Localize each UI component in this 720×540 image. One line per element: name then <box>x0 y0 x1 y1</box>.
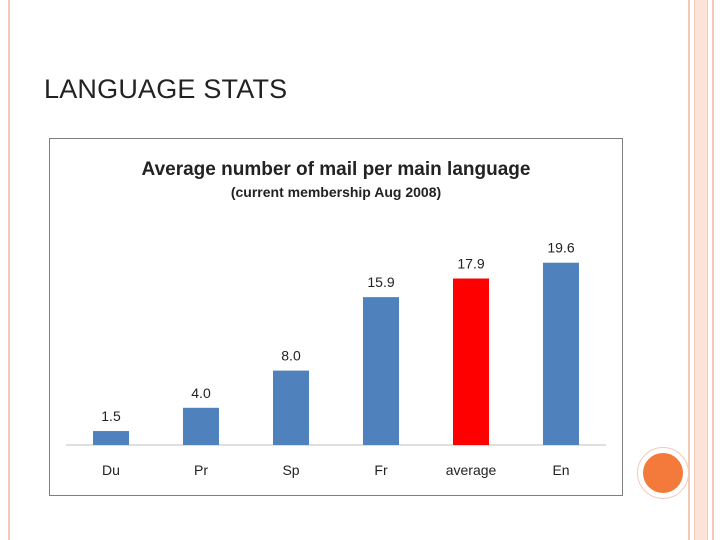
bar-Sp <box>273 370 309 445</box>
right-decor-band <box>694 0 708 540</box>
bar-Fr <box>363 297 399 445</box>
right-decor-line-1 <box>688 0 690 540</box>
bar-chart: Average number of mail per main language… <box>66 159 606 478</box>
value-label-average: 17.9 <box>457 256 484 272</box>
x-tick-Fr: Fr <box>374 462 388 478</box>
x-tick-Pr: Pr <box>194 462 208 478</box>
bar-En <box>543 262 579 445</box>
chart-title: Average number of mail per main language <box>142 159 531 180</box>
decor-circle <box>640 450 686 496</box>
x-tick-En: En <box>552 462 569 478</box>
value-label-Fr: 15.9 <box>367 274 394 290</box>
bar-average <box>453 278 489 445</box>
value-label-Sp: 8.0 <box>281 348 301 364</box>
chart-subtitle: (current membership Aug 2008) <box>231 184 441 200</box>
right-decor-line-2 <box>712 0 714 540</box>
value-label-En: 19.6 <box>547 240 574 256</box>
bar-Du <box>93 431 129 445</box>
bar-Pr <box>183 407 219 445</box>
x-tick-Sp: Sp <box>282 462 299 478</box>
x-tick-Du: Du <box>102 462 120 478</box>
chart-frame: Average number of mail per main language… <box>49 138 623 496</box>
left-border-rule <box>8 0 10 540</box>
value-label-Pr: 4.0 <box>191 385 211 401</box>
value-label-Du: 1.5 <box>101 408 121 424</box>
x-tick-average: average <box>446 462 497 478</box>
decor-ring <box>637 447 689 499</box>
slide-title: LANGUAGE STATS <box>44 74 288 104</box>
